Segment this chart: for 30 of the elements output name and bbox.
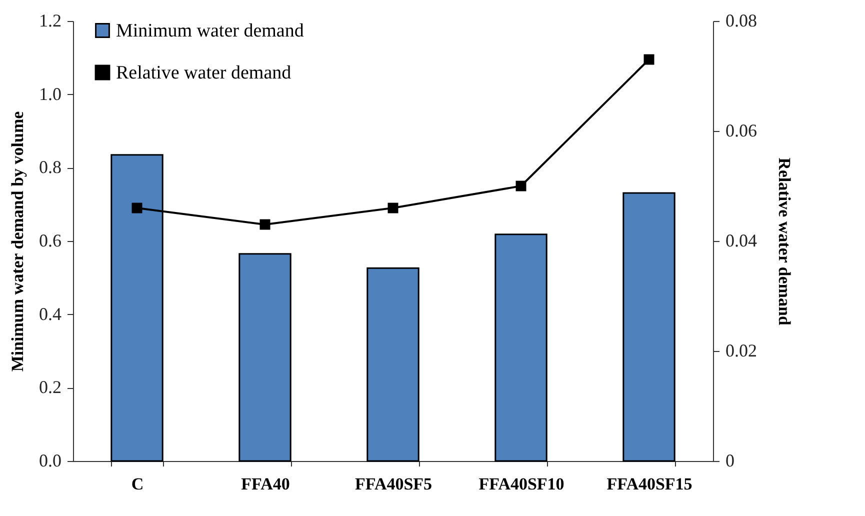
point <box>388 202 398 214</box>
y2-tick-label: 0.04 <box>726 230 757 250</box>
bar <box>238 253 292 462</box>
legend-label: Minimum water demand <box>116 20 304 42</box>
x-tick-label: FFA40SF10 <box>478 474 564 494</box>
y2-tick-label: 0.02 <box>726 340 757 360</box>
bar <box>622 192 676 462</box>
x-tick-label: C <box>131 474 144 494</box>
y2-tick-label: 0.06 <box>726 120 757 140</box>
y-axis-title: Minimum water demand by volume <box>8 110 27 372</box>
legend-label: Relative water demand <box>116 62 292 84</box>
x-tick-label: FFA40 <box>241 474 290 494</box>
y2-tick-label: 0 <box>726 450 734 470</box>
y-tick-label: 1.2 <box>39 10 62 30</box>
y-tick-label: 0.8 <box>39 157 62 178</box>
bar <box>494 234 548 462</box>
y-tick-label: 0.6 <box>39 230 62 250</box>
x-tick-label: FFA40SF15 <box>606 474 692 494</box>
point <box>260 219 270 230</box>
point <box>644 54 654 65</box>
y2-axis-title: Relative water demand <box>775 158 794 326</box>
y-tick-label: 0.2 <box>39 377 62 398</box>
y2-tick-label: 0.08 <box>726 10 757 30</box>
bar <box>366 267 420 462</box>
y-tick-label: 1.0 <box>39 84 62 104</box>
point <box>516 180 526 192</box>
y-tick-label: 0.4 <box>39 304 62 324</box>
y-tick-label: 0.0 <box>39 450 62 470</box>
point <box>132 202 142 214</box>
x-tick-label: FFA40SF5 <box>354 474 432 494</box>
